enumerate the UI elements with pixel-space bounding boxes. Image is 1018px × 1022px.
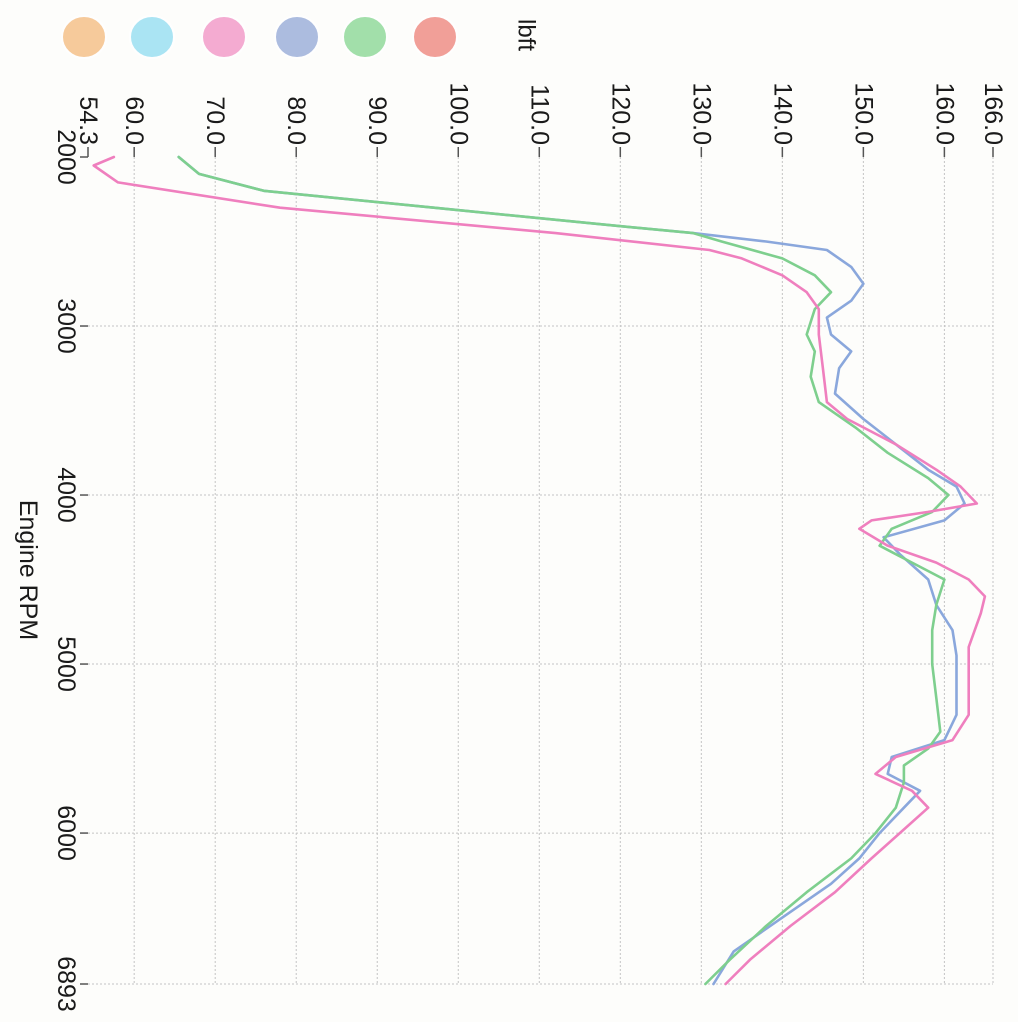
y-tick-label: 60.0 bbox=[120, 96, 148, 145]
series-line-3 bbox=[92, 155, 987, 986]
x-tick-label: 3000 bbox=[52, 298, 80, 354]
legend-layer bbox=[61, 15, 458, 59]
y-tick-label: 130.0 bbox=[687, 82, 715, 145]
x-tick-label: 4000 bbox=[52, 467, 80, 523]
unit-label: lbft bbox=[513, 19, 540, 51]
y-tick-label: 100.0 bbox=[444, 82, 472, 145]
x-tick-label: 5000 bbox=[52, 636, 80, 692]
y-tick-label: 150.0 bbox=[849, 82, 877, 145]
y-tick-label: 166.0 bbox=[979, 82, 1007, 145]
legend-swatch-2 bbox=[129, 15, 175, 59]
legend-swatch-4 bbox=[274, 15, 320, 59]
legend-swatch-3 bbox=[201, 15, 247, 59]
y-tick-label: 80.0 bbox=[282, 96, 310, 145]
legend-swatch-5 bbox=[342, 15, 388, 59]
legend-swatch-1 bbox=[61, 15, 107, 59]
series-layer bbox=[92, 155, 987, 986]
legend-swatch-6 bbox=[412, 15, 458, 59]
y-tick-label: 54.3 bbox=[74, 96, 102, 145]
y-tick-label: 160.0 bbox=[930, 82, 958, 145]
series-line-1 bbox=[177, 155, 966, 986]
x-axis-title: Engine RPM bbox=[14, 500, 42, 640]
y-tick-label: 120.0 bbox=[606, 82, 634, 145]
tick-layer: 54.3 60.0 70.0 80.0 90.0 100.0 110.0 120.0 130.0… bbox=[52, 82, 1007, 1011]
y-tick-label: 140.0 bbox=[768, 82, 796, 145]
y-tick-label: 90.0 bbox=[363, 96, 391, 145]
x-tick-label: 2000 bbox=[52, 129, 80, 185]
grid-layer bbox=[88, 157, 994, 985]
y-tick-label: 110.0 bbox=[525, 84, 553, 145]
x-tick-label: 6893 bbox=[52, 956, 80, 1012]
y-tick-label: 70.0 bbox=[201, 96, 229, 145]
x-tick-label: 6000 bbox=[52, 805, 80, 861]
